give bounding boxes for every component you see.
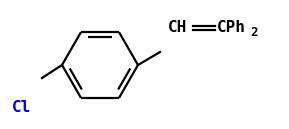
Text: Cl: Cl [12,100,31,115]
Text: CPh: CPh [217,21,246,35]
Text: CH: CH [168,21,187,35]
Text: 2: 2 [250,26,257,39]
